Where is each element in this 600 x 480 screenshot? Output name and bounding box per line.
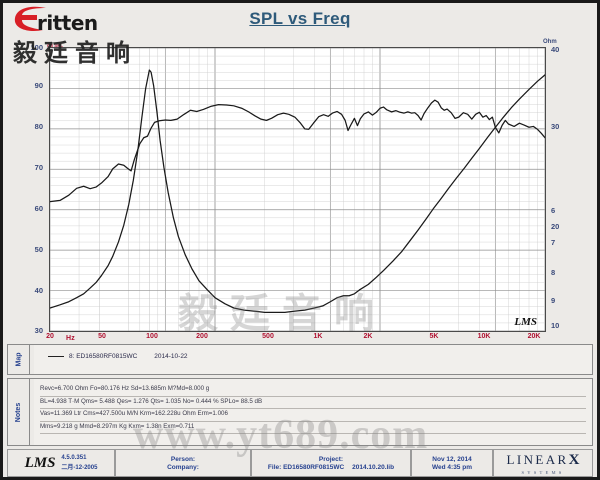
ylabel-right-8: 8 bbox=[551, 268, 556, 277]
xaxis-unit: Hz bbox=[66, 335, 75, 342]
map-row: Map 8: ED16580RF0815WC 2014-10-22 bbox=[7, 344, 593, 375]
ylabel-right-40: 40 bbox=[551, 45, 560, 54]
left-axis-unit: dB SPL bbox=[47, 43, 64, 48]
chart-svg bbox=[50, 48, 545, 331]
plot-canvas[interactable]: LMS bbox=[49, 47, 546, 332]
xlabel-1k: 1K bbox=[313, 333, 323, 340]
time-label: Wed 4:35 pm bbox=[432, 463, 472, 471]
status-bar: LMS 4.5.0.351 二月-12-2005 Person: Company… bbox=[7, 449, 593, 477]
map-tab-label: Map bbox=[15, 352, 22, 367]
ylabel-left-60: 60 bbox=[34, 204, 43, 213]
version-block: 4.5.0.351 二月-12-2005 bbox=[61, 455, 97, 471]
ylabel-left-70: 70 bbox=[34, 163, 43, 172]
lms-logo: LMS bbox=[24, 454, 56, 471]
file-row: File: ED16580RF0815WC 2014.10.20.lib bbox=[268, 464, 394, 471]
xlabel-100: 100 bbox=[146, 333, 158, 340]
project-file-cell[interactable]: Project: File: ED16580RF0815WC 2014.10.2… bbox=[251, 449, 411, 477]
ylabel-left-90: 90 bbox=[34, 81, 43, 90]
xlabel-500: 500 bbox=[262, 333, 274, 340]
legend-line-swatch bbox=[48, 356, 64, 357]
xlabel-2k: 2K bbox=[363, 333, 373, 340]
person-label: Person: bbox=[170, 455, 196, 463]
lms-watermark: LMS bbox=[514, 316, 537, 328]
notes-row: Notes Revc=6.700 Ohm Fo=80.176 Hz Sd=13.… bbox=[7, 378, 593, 446]
note-line: Vas=11.369 Ltr Cms=427.500u M/N Krm=162.… bbox=[40, 409, 586, 422]
xlabel-20: 20 bbox=[46, 333, 54, 340]
note-line: Mms=9.218 g Mmd=8.297m Kg Kxm= 1.38n Exm… bbox=[40, 422, 586, 435]
xlabel-5k: 5K bbox=[429, 333, 439, 340]
xlabel-20k: 20K bbox=[527, 333, 541, 340]
ylabel-left-100: 100 bbox=[30, 43, 43, 52]
notes-tab[interactable]: Notes bbox=[8, 379, 30, 445]
vendor-x-label: X bbox=[568, 451, 580, 468]
datetime-cell: Nov 12, 2014 Wed 4:35 pm bbox=[411, 449, 493, 477]
legend-date-label: 2014-10-22 bbox=[154, 353, 188, 360]
notes-content[interactable]: Revc=6.700 Ohm Fo=80.176 Hz Sd=13.685m M… bbox=[34, 379, 592, 445]
brand-name: ritten bbox=[37, 11, 98, 35]
page-title: SPL vs Freq bbox=[249, 9, 351, 28]
legend-item[interactable]: 8: ED16580RF0815WC 2014-10-22 bbox=[48, 353, 188, 360]
map-tab[interactable]: Map bbox=[8, 345, 30, 374]
header: ritten SPL vs Freq bbox=[3, 3, 597, 35]
xlabel-50: 50 bbox=[98, 333, 106, 340]
chart-area[interactable]: dB SPL Ohm 100 90 80 70 60 50 40 30 40 3… bbox=[24, 39, 576, 342]
date-label: Nov 12, 2014 bbox=[432, 455, 472, 463]
ylabel-right-30: 30 bbox=[551, 122, 560, 131]
xlabel-200: 200 bbox=[196, 333, 208, 340]
file-name-label: 2014.10.20.lib bbox=[352, 463, 395, 471]
ylabel-right-10: 10 bbox=[551, 321, 560, 330]
ylabel-right-20: 20 bbox=[551, 222, 560, 231]
ylabel-right-7: 7 bbox=[551, 238, 556, 247]
ylabel-left-80: 80 bbox=[34, 122, 43, 131]
right-axis-unit: Ohm bbox=[543, 39, 557, 45]
ylabel-left-30: 30 bbox=[34, 326, 43, 335]
vendor-logo: LINEAR X bbox=[507, 452, 580, 469]
brand-logo: ritten bbox=[13, 5, 163, 39]
note-line: BL=4.938 T·M Qms= 5.488 Qes= 1.276 Qts= … bbox=[40, 397, 586, 410]
company-label: Company: bbox=[167, 463, 199, 471]
vendor-logo-cell: LINEAR X SYSTEMS bbox=[493, 449, 593, 477]
vendor-name-label: LINEAR bbox=[506, 451, 569, 467]
legend[interactable]: 8: ED16580RF0815WC 2014-10-22 bbox=[34, 345, 592, 374]
legend-channel-label: 8: ED16580RF0815WC bbox=[69, 353, 138, 360]
ylabel-right-9: 9 bbox=[551, 296, 556, 305]
version-label: 4.5.0.351 bbox=[61, 455, 87, 461]
vendor-sub-label: SYSTEMS bbox=[521, 469, 565, 475]
person-company-cell[interactable]: Person: Company: bbox=[115, 449, 251, 477]
project-label: Project: bbox=[318, 455, 344, 463]
ylabel-left-50: 50 bbox=[34, 245, 43, 254]
ylabel-left-40: 40 bbox=[34, 286, 43, 295]
build-date-label: 二月-12-2005 bbox=[61, 465, 98, 471]
note-line: Revc=6.700 Ohm Fo=80.176 Hz Sd=13.685m M… bbox=[40, 384, 586, 397]
file-label: File: ED16580RF0815WC bbox=[267, 463, 345, 471]
xlabel-10k: 10K bbox=[477, 333, 491, 340]
ylabel-right-6: 6 bbox=[551, 206, 556, 215]
app-info-cell: LMS 4.5.0.351 二月-12-2005 bbox=[7, 449, 115, 477]
notes-tab-label: Notes bbox=[14, 402, 22, 422]
red-e-logo-icon bbox=[14, 6, 46, 31]
